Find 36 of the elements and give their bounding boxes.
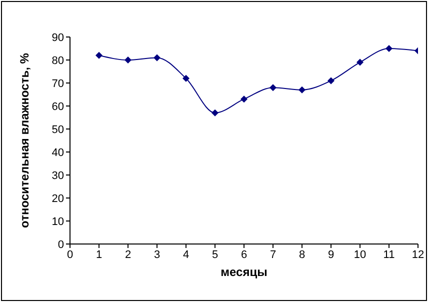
y-tick-label: 50: [52, 124, 64, 136]
x-tick-label: 9: [328, 248, 334, 261]
y-tick-label: 80: [52, 54, 64, 67]
x-tick-label: 4: [182, 248, 190, 261]
x-tick-label: 7: [270, 248, 276, 261]
x-tick-label: 5: [212, 248, 218, 261]
x-tick-label: 6: [240, 248, 248, 261]
x-tick-label: 8: [298, 248, 306, 261]
x-tick-label: 10: [354, 248, 366, 261]
y-tick-label: 40: [52, 146, 64, 159]
y-tick-label: 0: [58, 238, 64, 251]
x-tick-label: 2: [124, 248, 132, 261]
y-tick-label: 60: [52, 100, 64, 113]
x-tick-label: 11: [383, 248, 395, 261]
point: [298, 86, 306, 94]
x-tick-label: 3: [154, 248, 160, 261]
x-tick-label: 1: [96, 248, 102, 261]
y-tick-label: 30: [52, 170, 64, 182]
point: [240, 96, 248, 103]
point: [154, 54, 160, 62]
y-tick-label: 90: [52, 32, 64, 44]
point: [386, 45, 392, 52]
x-tick-label: 0: [66, 248, 74, 261]
x-tick-label: 12: [412, 248, 424, 261]
y-tick-label: 10: [52, 216, 64, 228]
x-axis-title: месяцы: [220, 265, 268, 279]
y-tick-label: 20: [52, 192, 64, 205]
point: [328, 77, 334, 84]
point: [212, 109, 218, 116]
point: [270, 84, 276, 92]
point: [124, 56, 132, 64]
y-tick-label: 70: [52, 78, 64, 90]
y-axis-title: относительная влажность, %: [17, 52, 32, 228]
point: [96, 52, 102, 59]
point: [182, 74, 190, 82]
point: [356, 58, 364, 66]
